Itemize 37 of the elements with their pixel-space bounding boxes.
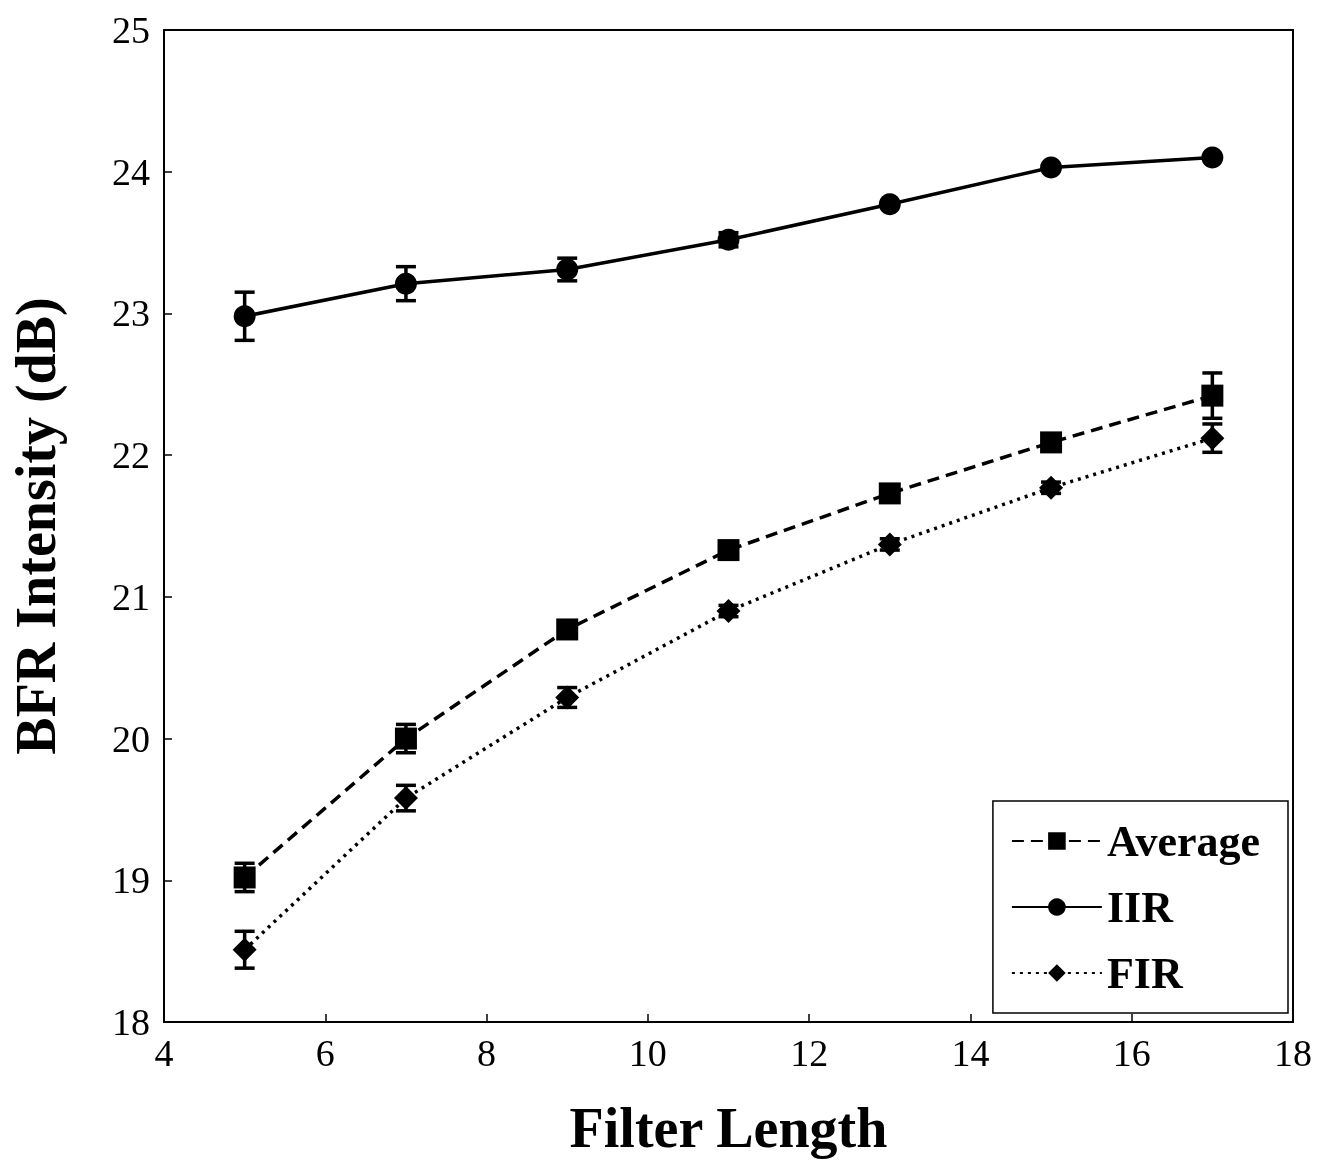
y-tick-label: 20 — [112, 717, 150, 760]
x-tick-label: 10 — [628, 1032, 667, 1074]
y-tick-label: 24 — [112, 150, 150, 193]
point — [556, 618, 579, 641]
y-tick-label: 18 — [112, 1001, 150, 1043]
point — [232, 937, 257, 962]
point — [233, 866, 256, 889]
point — [878, 193, 901, 216]
x-tick-label: 18 — [1274, 1032, 1312, 1074]
point — [394, 272, 417, 295]
y-tick-label: 23 — [112, 292, 150, 335]
point — [1201, 146, 1224, 169]
legend-label: Average — [1106, 816, 1261, 866]
point — [716, 599, 741, 624]
x-axis-title: Filter Length — [569, 1097, 888, 1159]
legend-label: FIR — [1106, 948, 1184, 998]
y-tick-label: 22 — [112, 434, 150, 477]
point — [717, 539, 740, 562]
point — [1040, 431, 1063, 454]
point — [1039, 475, 1064, 500]
y-tick-label: 21 — [112, 575, 150, 618]
x-tick-label: 16 — [1112, 1032, 1151, 1074]
legend-label: IIR — [1106, 882, 1175, 932]
point — [233, 305, 256, 328]
point — [877, 532, 902, 557]
y-tick-label: 25 — [112, 9, 150, 51]
x-tick-label: 4 — [154, 1032, 174, 1074]
point — [878, 482, 901, 505]
y-axis-title: BFR Intensity (dB) — [5, 297, 68, 755]
point — [394, 727, 417, 750]
point — [1201, 384, 1224, 407]
point — [1040, 156, 1063, 179]
x-tick-label: 12 — [790, 1032, 829, 1074]
x-tick-label: 14 — [951, 1032, 990, 1074]
x-tick-label: 6 — [315, 1032, 335, 1074]
y-tick-label: 19 — [112, 859, 150, 902]
x-tick-label: 8 — [477, 1032, 497, 1074]
